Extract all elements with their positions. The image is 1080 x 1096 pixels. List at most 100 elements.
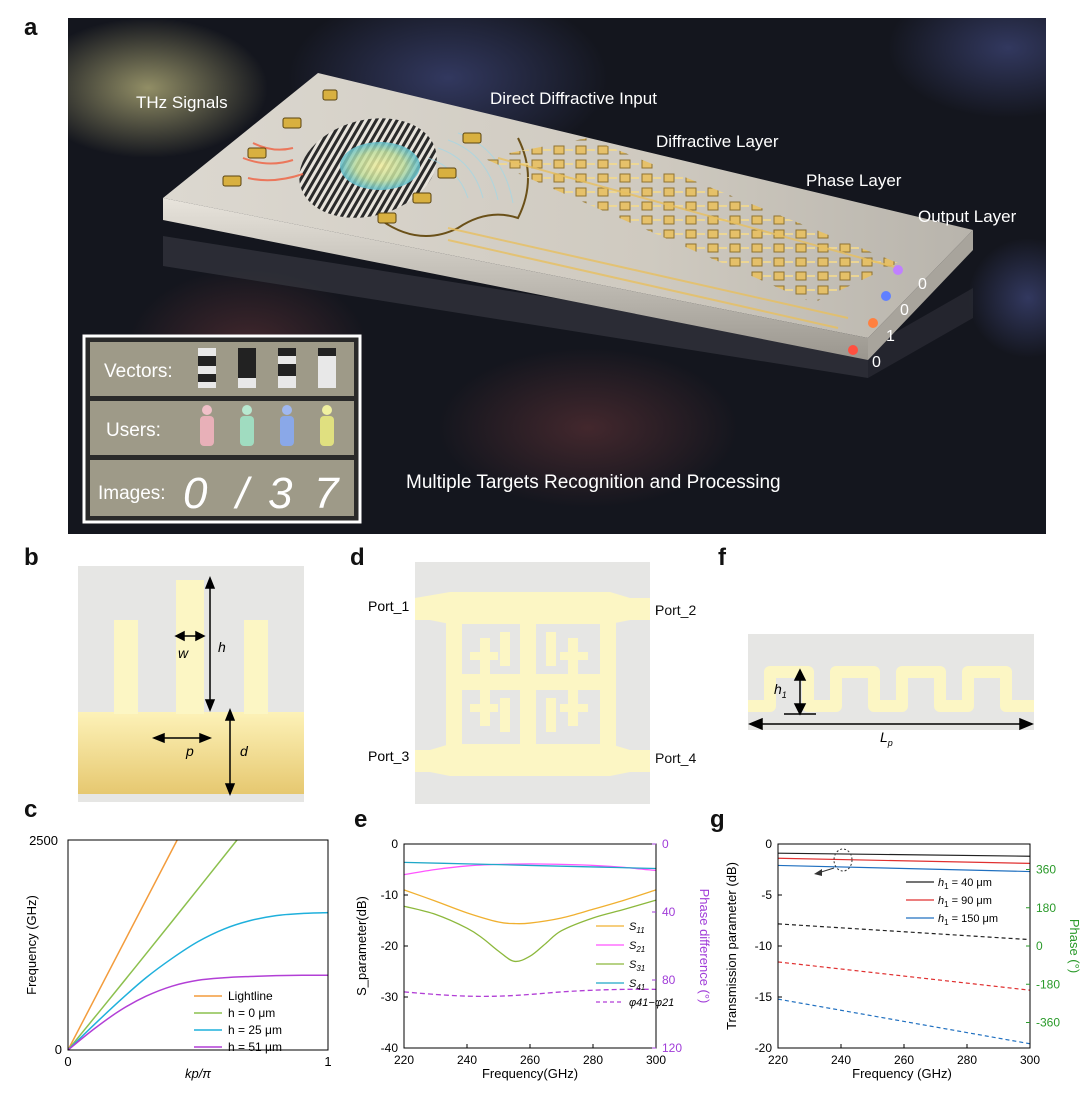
- panel-letter-a: a: [24, 14, 38, 41]
- g-xtick: 300: [1020, 1053, 1040, 1067]
- g-ytick: -5: [761, 888, 772, 902]
- g-series-line-1: [777, 857, 1031, 864]
- g-xtick: 240: [831, 1053, 851, 1067]
- c-ylabel: Frequency (GHz): [24, 895, 39, 995]
- panel-letter-b: b: [24, 544, 39, 571]
- g-ytick: -15: [755, 990, 773, 1004]
- e-legend-label: S11: [629, 921, 645, 935]
- g-xtick: 280: [957, 1053, 977, 1067]
- g-y2tick: 0: [1036, 939, 1043, 953]
- chart-e: 220 240 260 280 300 0 -10 -20 -30 -40 0 40 80 120 Fre…: [354, 837, 710, 1081]
- e-legend-label: S21: [629, 940, 645, 954]
- e-xtick: 300: [646, 1053, 666, 1067]
- c-xtick: 1: [324, 1054, 331, 1069]
- render-caption: Multiple Targets Recognition and Process…: [406, 472, 781, 493]
- c-xlabel: kp/π: [185, 1066, 211, 1081]
- g-xtick: 220: [768, 1053, 788, 1067]
- e-xlabel: Frequency(GHz): [482, 1066, 578, 1081]
- g-y2tick: -180: [1036, 977, 1060, 991]
- digit-image: /: [233, 469, 252, 518]
- legend-images-label: Images:: [98, 483, 166, 504]
- label-direct-diffractive-input: Direct Diffractive Input: [490, 89, 657, 108]
- label-p: p: [185, 743, 194, 759]
- label-lp: Lp: [880, 729, 893, 748]
- e-y2tick: 0: [662, 837, 669, 851]
- c-series-line-1: [67, 839, 238, 1051]
- legend-users-label: Users:: [106, 420, 161, 441]
- panel-letter-f: f: [718, 544, 726, 571]
- g-legend-label: h1 = 150 μm: [938, 913, 998, 927]
- label-port-2-display: Port_2: [655, 602, 697, 618]
- e-ytick: -10: [381, 888, 399, 902]
- g-series-line-3: [777, 923, 1031, 941]
- digit-image: 0: [183, 469, 208, 518]
- label-thz-signals: THz Signals: [136, 93, 228, 112]
- label-w: w: [178, 645, 189, 661]
- g-legend-label: h1 = 90 μm: [938, 895, 992, 909]
- vector-icons: [198, 348, 336, 388]
- label-d: d: [240, 743, 249, 759]
- output-value: 0: [900, 302, 909, 319]
- e-y2tick: 40: [662, 905, 676, 919]
- g-series-line-4: [777, 961, 1031, 991]
- panel-letter-e: e: [354, 806, 368, 833]
- c-ytick: 0: [55, 1042, 62, 1057]
- panel-letter-d: d: [350, 544, 365, 571]
- g-ylabel: Transmission parameter (dB): [724, 862, 739, 1030]
- e-series-line-4: [403, 988, 657, 998]
- e-ytick: 0: [391, 837, 398, 851]
- c-legend-label: Lightline: [228, 989, 273, 1003]
- c-legend-label: h = 0 μm: [228, 1006, 275, 1020]
- e-y2tick: 80: [662, 973, 676, 987]
- g-y2tick: 360: [1036, 863, 1056, 877]
- g-ytick: 0: [765, 837, 772, 851]
- label-diffractive-layer: Diffractive Layer: [656, 132, 779, 151]
- g-ytick: -10: [755, 939, 773, 953]
- g-y2label: Phase (°): [1067, 919, 1080, 973]
- e-y2label: Phase difference (°): [697, 889, 710, 1004]
- e-legend-label: S41: [629, 978, 645, 992]
- device-render: THz Signals Direct Diffractive Input Dif…: [68, 18, 1046, 534]
- c-legend-label: h = 51 μm: [228, 1040, 282, 1054]
- g-legend-label: h1 = 40 μm: [938, 877, 992, 891]
- e-xtick: 220: [394, 1053, 414, 1067]
- e-xtick: 260: [520, 1053, 540, 1067]
- e-ytick: -40: [381, 1041, 399, 1055]
- c-legend-label: h = 25 μm: [228, 1023, 282, 1037]
- diagram-b: h w p d: [78, 566, 304, 802]
- panel-letter-c: c: [24, 796, 38, 823]
- c-ytick: 2500: [29, 833, 58, 848]
- c-series-line-3: [67, 974, 329, 1051]
- g-series-line-5: [777, 998, 1031, 1045]
- g-y2tick: 180: [1036, 901, 1056, 915]
- e-series-line-2: [403, 899, 657, 963]
- e-ytick: -20: [381, 939, 399, 953]
- g-series-line-0: [777, 852, 1031, 857]
- e-xtick: 280: [583, 1053, 603, 1067]
- user-icons: [200, 405, 334, 446]
- output-value: 1: [886, 328, 895, 345]
- legend-box: Vectors: Users: Images: 0 / 3 7: [82, 334, 362, 524]
- chart-c: 2500 0 0 1 kp/π Frequency (GHz) Lightlin…: [24, 833, 332, 1081]
- legend-vectors-label: Vectors:: [104, 361, 173, 382]
- e-ytick: -30: [381, 990, 399, 1004]
- label-output-layer: Output Layer: [918, 207, 1017, 226]
- c-series-line-2: [67, 911, 329, 1051]
- g-y2tick: -360: [1036, 1016, 1060, 1030]
- label-port-4: Port_4: [655, 750, 697, 766]
- c-series-line-0: [67, 839, 178, 1051]
- e-series-line-0: [403, 889, 657, 925]
- digit-image: 7: [314, 469, 340, 518]
- e-y2tick: 120: [662, 1041, 682, 1055]
- diagram-f: h1 Lp: [748, 634, 1034, 748]
- e-series-line-3: [403, 861, 657, 870]
- e-xtick: 240: [457, 1053, 477, 1067]
- chart-g: 220 240 260 280 300 0 -5 -10 -15 -20 360 180 0 -180 -3…: [724, 837, 1080, 1081]
- panel-letter-g: g: [710, 806, 725, 833]
- label-port-3: Port_3: [368, 748, 409, 764]
- e-legend-label: φ41−φ21: [629, 997, 674, 1009]
- label-port-2: Port_2: [655, 602, 660, 618]
- c-xtick: 0: [64, 1054, 71, 1069]
- g-xlabel: Frequency (GHz): [852, 1066, 952, 1081]
- g-xtick: 260: [894, 1053, 914, 1067]
